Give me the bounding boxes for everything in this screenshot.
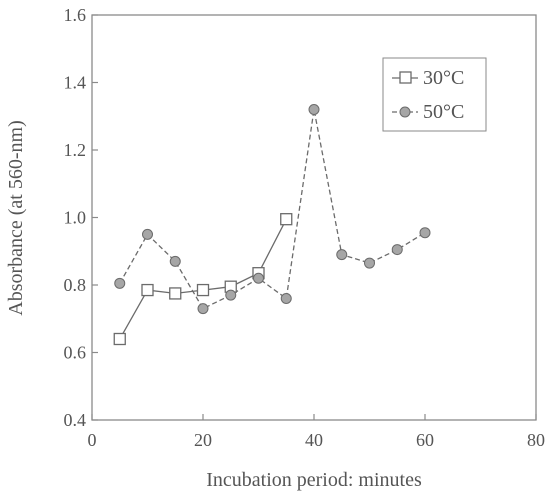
y-axis-title: Absorbance (at 560-nm) <box>5 120 27 316</box>
data-point-50c <box>308 104 320 115</box>
y-tick-label: 0.6 <box>64 343 87 363</box>
data-point-30c <box>196 283 210 297</box>
data-point-50c <box>197 303 209 315</box>
y-tick-label: 0.4 <box>64 410 87 430</box>
data-point-50c <box>336 249 348 261</box>
legend-label-50c: 50°C <box>423 101 464 123</box>
data-point-30c <box>169 287 182 300</box>
data-point-30c <box>141 283 154 297</box>
y-tick-label: 1.2 <box>64 140 87 160</box>
y-tick-label: 1.0 <box>64 208 87 228</box>
legend: 30°C 50°C <box>382 57 487 132</box>
data-point-50c <box>114 277 126 289</box>
y-tick-label: 1.6 <box>64 5 87 25</box>
data-point-50c <box>225 289 237 301</box>
y-tick-label: 1.4 <box>64 73 87 93</box>
data-point-50c <box>364 257 375 269</box>
x-tick-label: 40 <box>305 430 323 450</box>
x-tick-label: 20 <box>194 430 212 450</box>
x-axis-ticks: 0 20 40 60 80 <box>88 414 545 450</box>
data-point-50c <box>142 228 153 240</box>
legend-label-30c: 30°C <box>423 67 464 89</box>
y-axis-ticks: 0.4 0.6 0.8 1.0 1.2 1.4 1.6 <box>64 5 98 430</box>
data-point-30c <box>113 332 126 346</box>
data-point-50c <box>169 255 181 267</box>
series-line-50c <box>119 109 426 310</box>
x-tick-label: 80 <box>527 430 545 450</box>
x-tick-label: 60 <box>416 430 434 450</box>
series-layer <box>113 104 431 346</box>
data-point-50c <box>253 272 264 284</box>
legend-marker-30c <box>399 71 412 84</box>
legend-box <box>382 57 487 132</box>
data-point-30c <box>280 213 293 226</box>
legend-marker-50c <box>399 106 411 118</box>
x-tick-label: 0 <box>88 430 97 450</box>
y-tick-label: 0.8 <box>64 275 87 295</box>
data-point-50c <box>280 293 292 304</box>
x-axis-title: Incubation period: minutes <box>206 469 422 491</box>
data-point-50c <box>391 244 403 256</box>
data-point-50c <box>419 227 431 239</box>
